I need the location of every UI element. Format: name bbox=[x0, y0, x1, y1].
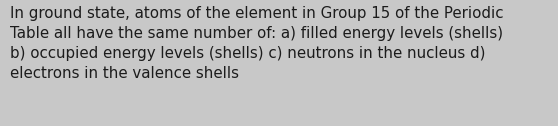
Text: In ground state, atoms of the element in Group 15 of the Periodic
Table all have: In ground state, atoms of the element in… bbox=[10, 6, 503, 81]
